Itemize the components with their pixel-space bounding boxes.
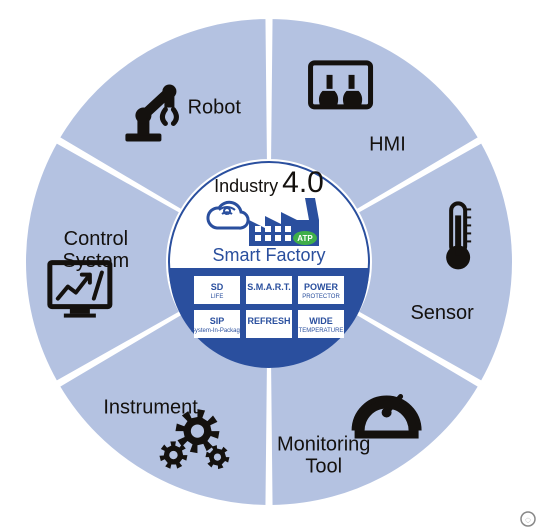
segment-sensor-label: Sensor (410, 302, 474, 324)
segment-monitoring-label: Monitoring (277, 433, 370, 455)
svg-text:System-In-Package: System-In-Package (191, 328, 244, 334)
tech-badge-label: SIP (210, 316, 225, 326)
segment-monitoring-label: Tool (305, 455, 342, 477)
center-subtitle: Smart Factory (212, 245, 325, 265)
svg-text:◌: ◌ (525, 515, 531, 526)
segment-hmi-label: HMI (369, 133, 406, 155)
svg-text:LIFE: LIFE (211, 294, 224, 300)
segment-control-label: System (63, 250, 130, 272)
tech-badge-label: REFRESH (247, 316, 290, 326)
svg-text:PROTECTOR: PROTECTOR (302, 294, 340, 300)
segment-robot-label: Robot (188, 97, 242, 119)
segment-control-label: Control (64, 228, 128, 250)
tech-badge-label: POWER (304, 282, 339, 292)
tech-badge-label: WIDE (309, 316, 333, 326)
segment-instrument-label: Instrument (103, 397, 198, 419)
svg-text:TEMPERATURE: TEMPERATURE (299, 328, 344, 334)
tech-badge-label: S.M.A.R.T. (247, 282, 291, 292)
tech-badge-label: SD (211, 282, 224, 292)
atp-badge: ATP (297, 234, 313, 243)
